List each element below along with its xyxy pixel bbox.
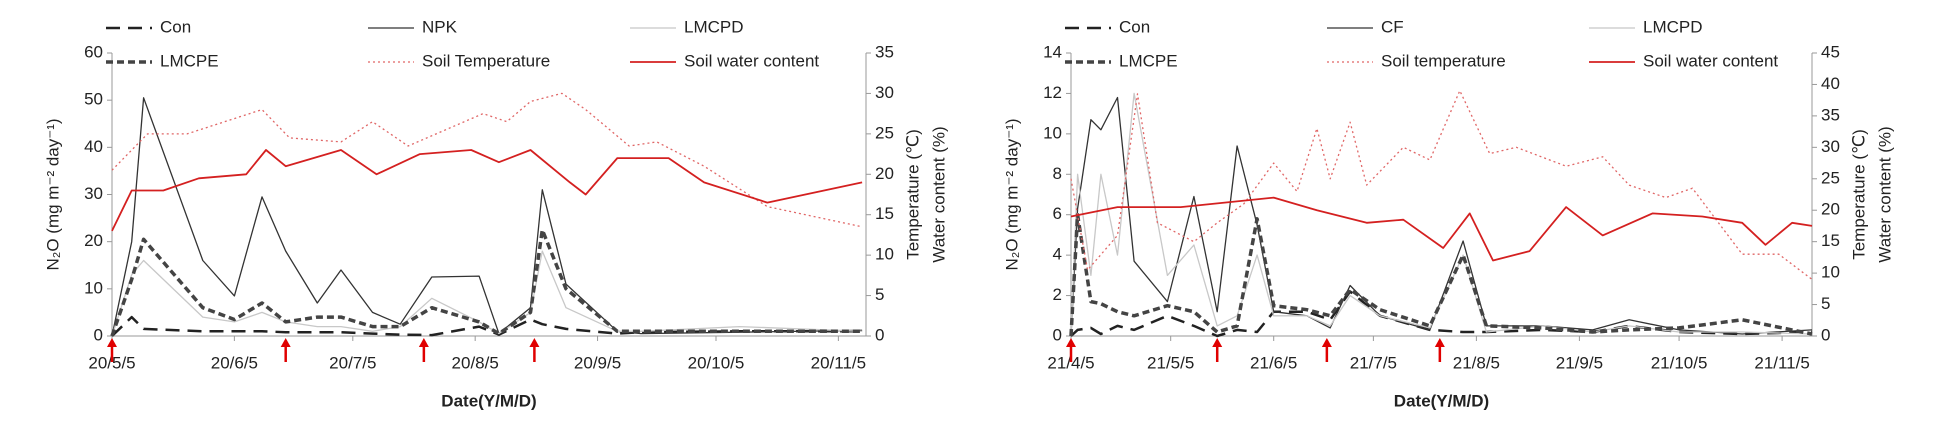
x-tick-label: 20/10/5 <box>688 353 745 372</box>
y2-tick-label: 20 <box>1821 200 1840 219</box>
legend-label: LMCPD <box>1643 17 1703 36</box>
legend-label: Con <box>160 17 191 36</box>
y-tick-label: 50 <box>84 90 103 109</box>
x-tick-label: 20/9/5 <box>574 353 621 372</box>
y2-tick-label: 0 <box>1821 325 1830 344</box>
marker-arrow-head <box>1434 338 1445 347</box>
marker-arrow-head <box>1321 338 1332 347</box>
legend-label: LMCPE <box>160 51 219 70</box>
series-line <box>111 315 863 337</box>
legend-label: Soil water content <box>1643 51 1778 70</box>
x-axis-title: Date(Y/M/D) <box>1394 391 1489 410</box>
series-line <box>1069 212 1813 337</box>
y2-tick-label: 35 <box>1821 105 1840 124</box>
x-tick-label: 21/7/5 <box>1350 353 1397 372</box>
y-tick-label: 30 <box>84 184 103 203</box>
marker-arrow-head <box>107 338 117 347</box>
y-tick-label: 20 <box>84 231 103 250</box>
y-tick-label: 14 <box>1043 42 1062 61</box>
series-line <box>111 97 863 337</box>
x-tick-label: 21/8/5 <box>1453 353 1500 372</box>
y2-tick-label: 35 <box>875 42 894 61</box>
y2-tick-label: 15 <box>1821 231 1840 250</box>
y-tick-label: 10 <box>1043 123 1062 142</box>
x-tick-label: 21/10/5 <box>1651 353 1708 372</box>
y2-tick-label: 45 <box>1821 42 1840 61</box>
y2-tick-label: 20 <box>875 164 894 183</box>
x-tick-label: 21/11/5 <box>1754 353 1809 372</box>
y-tick-label: 0 <box>1053 325 1062 344</box>
y2-axis-title: Water content (%) <box>1875 126 1894 262</box>
legend-label: Con <box>1119 17 1150 36</box>
x-tick-label: 21/4/5 <box>1047 353 1094 372</box>
x-tick-label: 20/7/5 <box>329 353 376 372</box>
y-tick-label: 6 <box>1053 204 1062 223</box>
marker-arrow-head <box>1212 338 1223 347</box>
y2-tick-label: 40 <box>1821 74 1840 93</box>
y2-tick-label: 25 <box>875 123 894 142</box>
marker-arrow-head <box>529 338 540 347</box>
series-line <box>111 250 863 337</box>
x-tick-label: 21/6/5 <box>1250 353 1297 372</box>
x-tick-label: 21/9/5 <box>1556 353 1603 372</box>
marker-arrow-head <box>418 338 429 347</box>
x-tick-label: 20/5/5 <box>88 353 135 372</box>
y2-tick-label: 25 <box>1821 168 1840 187</box>
y-axis-title: N₂O (mg m⁻² day⁻¹) <box>1002 118 1021 270</box>
y-tick-label: 4 <box>1053 245 1062 264</box>
x-tick-label: 21/5/5 <box>1147 353 1194 372</box>
y-tick-label: 10 <box>84 278 103 297</box>
y2-tick-label: 15 <box>875 204 894 223</box>
marker-arrow-head <box>280 338 291 347</box>
legend-label: Soil temperature <box>1381 51 1506 70</box>
x-axis-title: Date(Y/M/D) <box>441 391 536 410</box>
legend-label: CF <box>1381 17 1404 36</box>
y2-tick-label: 5 <box>1821 294 1830 313</box>
y-tick-label: 8 <box>1053 164 1062 183</box>
y-tick-label: 40 <box>84 137 103 156</box>
y2-tick-label: 0 <box>875 325 884 344</box>
x-tick-label: 20/8/5 <box>452 353 499 372</box>
y2-tick-label: 30 <box>1821 137 1840 156</box>
series-line <box>111 92 863 228</box>
legend-label: Soil water content <box>684 51 819 70</box>
y2-axis-title: Temperature (℃) <box>903 129 922 260</box>
x-tick-label: 20/11/5 <box>811 353 866 372</box>
legend-label: LMCPE <box>1119 51 1178 70</box>
y-tick-label: 2 <box>1053 285 1062 304</box>
series-line <box>111 149 863 232</box>
legend-label: NPK <box>422 17 458 36</box>
y-axis-title: N₂O (mg m⁻² day⁻¹) <box>43 118 62 270</box>
y2-tick-label: 10 <box>875 245 894 264</box>
y-tick-label: 60 <box>84 42 103 61</box>
series-line <box>1070 196 1813 262</box>
y2-axis-title: Water content (%) <box>929 126 948 262</box>
y-tick-label: 0 <box>94 325 103 344</box>
x-tick-label: 20/6/5 <box>211 353 258 372</box>
legend-label: Soil Temperature <box>422 51 550 70</box>
y2-tick-label: 30 <box>875 83 894 102</box>
legend-label: LMCPD <box>684 17 744 36</box>
y-tick-label: 12 <box>1043 83 1062 102</box>
marker-arrow-head <box>1066 338 1076 347</box>
series-line <box>110 228 863 337</box>
y2-tick-label: 5 <box>875 285 884 304</box>
y2-axis-title: Temperature (℃) <box>1849 129 1868 260</box>
series-line <box>1070 90 1813 280</box>
y2-tick-label: 10 <box>1821 263 1840 282</box>
